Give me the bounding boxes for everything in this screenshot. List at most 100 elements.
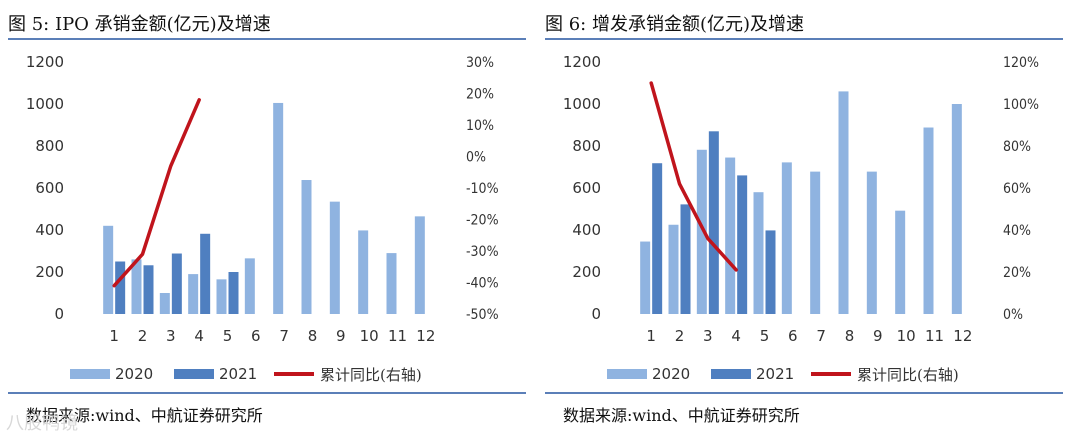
legend-label-2020: 2020 xyxy=(115,365,153,383)
x-tick-label: 6 xyxy=(788,327,798,345)
offering-chart-svg: 0 200 400 600 800 1000 1200 0% 20% 40% 60% 80% 100% 1… xyxy=(563,53,1039,384)
x-tick-label: 7 xyxy=(279,327,289,345)
bar-2021 xyxy=(228,272,239,314)
x-tick-label: 11 xyxy=(388,327,407,345)
bar-2020 xyxy=(301,180,312,314)
legend-label-2021: 2021 xyxy=(756,365,794,383)
source-rule xyxy=(545,392,1063,394)
x-tick-label: 8 xyxy=(845,327,855,345)
y-right-tick-label: 0% xyxy=(1003,307,1023,323)
cumulative-yoy-line xyxy=(112,98,201,288)
title-rule xyxy=(545,38,1063,40)
x-tick-label: 11 xyxy=(925,327,944,345)
bar-2020 xyxy=(131,259,142,314)
bar-2020 xyxy=(866,171,877,314)
x-tick-label: 3 xyxy=(166,327,176,345)
legend-swatch-2021 xyxy=(174,369,214,379)
bar-2021 xyxy=(652,163,663,314)
x-tick-label: 12 xyxy=(953,327,972,345)
bar-2020 xyxy=(358,230,369,314)
y-right-tick-label: -20% xyxy=(466,213,499,229)
x-tick-label: 10 xyxy=(360,327,379,345)
y-right-tick-label: 10% xyxy=(466,118,494,134)
ipo-chart-svg: 0 200 400 600 800 1000 1200 -50% -40% -30% -20% -10… xyxy=(26,53,499,384)
bar-2020 xyxy=(696,149,707,314)
y-right-tick-label: -40% xyxy=(466,276,499,292)
bar-2021 xyxy=(680,204,691,314)
y-right-tick-label: -50% xyxy=(466,307,499,323)
y-left-tick-label: 200 xyxy=(572,263,601,281)
x-tick-label: 5 xyxy=(223,327,233,345)
x-tick-label: 1 xyxy=(646,327,656,345)
x-tick-label: 2 xyxy=(138,327,148,345)
bar-2020 xyxy=(216,279,227,314)
x-tick-label: 3 xyxy=(703,327,713,345)
y-left-tick-label: 0 xyxy=(54,305,64,323)
bar-2020 xyxy=(725,157,736,314)
x-tick-label: 6 xyxy=(251,327,261,345)
bar-2020 xyxy=(414,216,425,314)
bar-2021 xyxy=(115,261,126,314)
bar-2020 xyxy=(188,274,199,314)
x-tick-label: 10 xyxy=(897,327,916,345)
x-tick-label: 1 xyxy=(109,327,119,345)
y-right-tick-label: 30% xyxy=(466,55,494,71)
legend-label-line: 累计同比(右轴) xyxy=(320,366,422,384)
x-tick-label: 7 xyxy=(816,327,826,345)
bar-2020 xyxy=(244,258,255,314)
y-right-tick-label: 80% xyxy=(1003,139,1031,155)
y-left-tick-label: 600 xyxy=(35,179,64,197)
data-source: 数据来源:wind、中航证券研究所 xyxy=(26,406,263,425)
legend-swatch-2020 xyxy=(70,369,110,379)
y-right-tick-label: 100% xyxy=(1003,97,1039,113)
legend-label-line: 累计同比(右轴) xyxy=(857,366,959,384)
y-left-tick-label: 800 xyxy=(35,137,64,155)
chart-panel-additional-offering: 图 6: 增发承销金额(亿元)及增速 0 200 400 600 800 1000 1200… xyxy=(545,0,1067,440)
x-tick-label: 12 xyxy=(416,327,435,345)
bar-2021 xyxy=(765,230,776,314)
chart-title: 图 6: 增发承销金额(亿元)及增速 xyxy=(545,14,805,35)
y-left-tick-label: 800 xyxy=(572,137,601,155)
bar-2021 xyxy=(708,131,719,314)
y-left-tick-label: 1200 xyxy=(26,53,64,71)
bar-2020 xyxy=(753,192,764,314)
bar-2020 xyxy=(329,201,340,314)
title-rule xyxy=(8,38,526,40)
bar-2020 xyxy=(895,210,906,314)
x-tick-label: 4 xyxy=(194,327,204,345)
x-tick-label: 9 xyxy=(873,327,883,345)
x-tick-label: 2 xyxy=(675,327,685,345)
legend-swatch-2021 xyxy=(711,369,751,379)
bar-2020 xyxy=(810,171,821,314)
x-tick-label: 5 xyxy=(760,327,770,345)
y-left-tick-label: 0 xyxy=(591,305,601,323)
legend-label-2020: 2020 xyxy=(652,365,690,383)
bar-2021 xyxy=(200,233,211,314)
source-rule xyxy=(8,392,526,394)
chart-panel-ipo: 图 5: IPO 承销金额(亿元)及增速 0 200 400 600 800 1000 12… xyxy=(8,0,530,440)
legend-swatch-2020 xyxy=(607,369,647,379)
bar-2020 xyxy=(668,224,679,314)
bar-2020 xyxy=(923,127,934,315)
y-right-tick-label: 20% xyxy=(466,87,494,103)
y-right-tick-label: 20% xyxy=(1003,265,1031,281)
x-tick-label: 9 xyxy=(336,327,346,345)
bar-2021 xyxy=(171,253,182,314)
watermark-logo: 八股鸭镜 xyxy=(6,413,78,434)
y-left-tick-label: 600 xyxy=(572,179,601,197)
data-source: 数据来源:wind、中航证券研究所 xyxy=(563,406,800,425)
y-right-tick-label: 0% xyxy=(466,150,486,166)
bar-2020 xyxy=(103,225,114,314)
chart-title: 图 5: IPO 承销金额(亿元)及增速 xyxy=(8,14,271,35)
bar-2020 xyxy=(386,253,397,314)
y-left-tick-label: 200 xyxy=(35,263,64,281)
y-left-tick-label: 1000 xyxy=(26,95,64,113)
bar-2020 xyxy=(781,162,792,314)
bar-2020 xyxy=(951,104,962,314)
x-tick-label: 4 xyxy=(731,327,741,345)
y-right-tick-label: 60% xyxy=(1003,181,1031,197)
bar-2021 xyxy=(143,265,154,314)
y-right-tick-label: 40% xyxy=(1003,223,1031,239)
cumulative-yoy-line xyxy=(649,81,738,272)
y-right-tick-label: -30% xyxy=(466,244,499,260)
